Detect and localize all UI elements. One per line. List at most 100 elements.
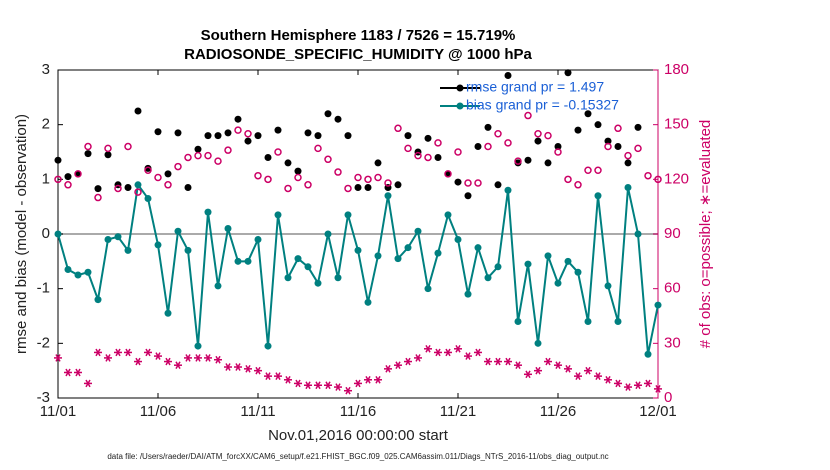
- point-stroke: [175, 361, 181, 370]
- point-stroke: [405, 357, 411, 366]
- y2-tick-label: 120: [664, 170, 689, 187]
- point-stroke: [565, 365, 571, 373]
- point: [264, 372, 272, 380]
- point: [614, 124, 622, 133]
- point: [284, 184, 292, 193]
- point: [424, 134, 432, 142]
- chart-title: RADIOSONDE_SPECIFIC_HUMIDITY @ 1000 hPa: [184, 46, 532, 63]
- point-stroke: [435, 348, 441, 357]
- point: [624, 184, 632, 192]
- footnote: data file: /Users/raeder/DAI/ATM_forcXX/…: [107, 452, 608, 461]
- point: [644, 171, 652, 180]
- point-stroke: [605, 375, 611, 384]
- point: [154, 241, 162, 249]
- point: [294, 379, 302, 388]
- point-stroke: [115, 348, 121, 357]
- point: [434, 153, 442, 161]
- point: [294, 255, 302, 263]
- point-stroke: [475, 348, 481, 357]
- point-stroke: [245, 365, 251, 373]
- point: [564, 257, 572, 265]
- point: [484, 142, 492, 151]
- point: [354, 173, 362, 182]
- point: [534, 130, 542, 138]
- point: [244, 365, 252, 373]
- point: [614, 317, 622, 325]
- point: [514, 361, 522, 370]
- point: [224, 225, 232, 233]
- point: [324, 381, 332, 390]
- point: [594, 166, 602, 174]
- point: [64, 181, 72, 189]
- point: [574, 268, 582, 276]
- point: [194, 151, 202, 160]
- point: [324, 110, 332, 118]
- point: [474, 348, 482, 357]
- point: [594, 192, 602, 200]
- point-stroke: [365, 375, 371, 384]
- point: [604, 142, 612, 151]
- point: [424, 344, 432, 353]
- x-tick-label: 11/06: [140, 403, 176, 420]
- point: [254, 132, 262, 140]
- point-stroke: [225, 363, 231, 371]
- point: [564, 175, 572, 184]
- point-stroke: [455, 344, 461, 353]
- point-stroke: [345, 386, 351, 395]
- point: [644, 379, 652, 388]
- point-stroke: [205, 354, 211, 362]
- legend-marker: [456, 102, 464, 110]
- point: [194, 354, 202, 362]
- point: [374, 252, 382, 260]
- point: [174, 227, 182, 235]
- point: [534, 137, 542, 145]
- point-stroke: [295, 379, 301, 388]
- point: [524, 260, 532, 268]
- point: [494, 357, 502, 366]
- point: [374, 173, 382, 182]
- y-tick-label: -2: [37, 334, 50, 351]
- point: [334, 168, 342, 176]
- y-tick-label: 1: [42, 170, 50, 187]
- point-stroke: [235, 363, 241, 371]
- point: [634, 144, 642, 153]
- point: [554, 143, 562, 151]
- point: [304, 129, 312, 137]
- point: [234, 126, 242, 134]
- point: [254, 235, 262, 243]
- point: [64, 173, 72, 181]
- point: [444, 211, 452, 219]
- point-stroke: [285, 375, 291, 384]
- point-stroke: [625, 383, 631, 391]
- point-stroke: [525, 370, 531, 379]
- point: [264, 153, 272, 161]
- point: [104, 354, 112, 362]
- point: [504, 186, 512, 194]
- point: [444, 170, 452, 178]
- point: [544, 131, 552, 140]
- point: [344, 211, 352, 219]
- point: [194, 342, 202, 350]
- point: [204, 132, 212, 140]
- point: [324, 230, 332, 238]
- point: [214, 282, 222, 290]
- point-stroke: [255, 366, 261, 375]
- y-tick-label: 0: [42, 225, 50, 242]
- point-stroke: [535, 366, 541, 375]
- point-stroke: [615, 379, 621, 388]
- x-tick-label: 11/26: [540, 403, 576, 420]
- point: [454, 344, 462, 353]
- y-tick-label: -3: [37, 389, 50, 406]
- point-stroke: [465, 352, 471, 360]
- point-stroke: [105, 354, 111, 362]
- point: [304, 181, 312, 189]
- y2-tick-label: 30: [664, 334, 681, 351]
- point: [224, 363, 232, 371]
- point: [174, 129, 182, 137]
- point-stroke: [95, 348, 101, 357]
- point-stroke: [395, 361, 401, 370]
- y-axis-label: rmse and bias (model - observation): [13, 114, 30, 354]
- point: [344, 184, 352, 193]
- point: [584, 110, 592, 118]
- point: [364, 375, 372, 384]
